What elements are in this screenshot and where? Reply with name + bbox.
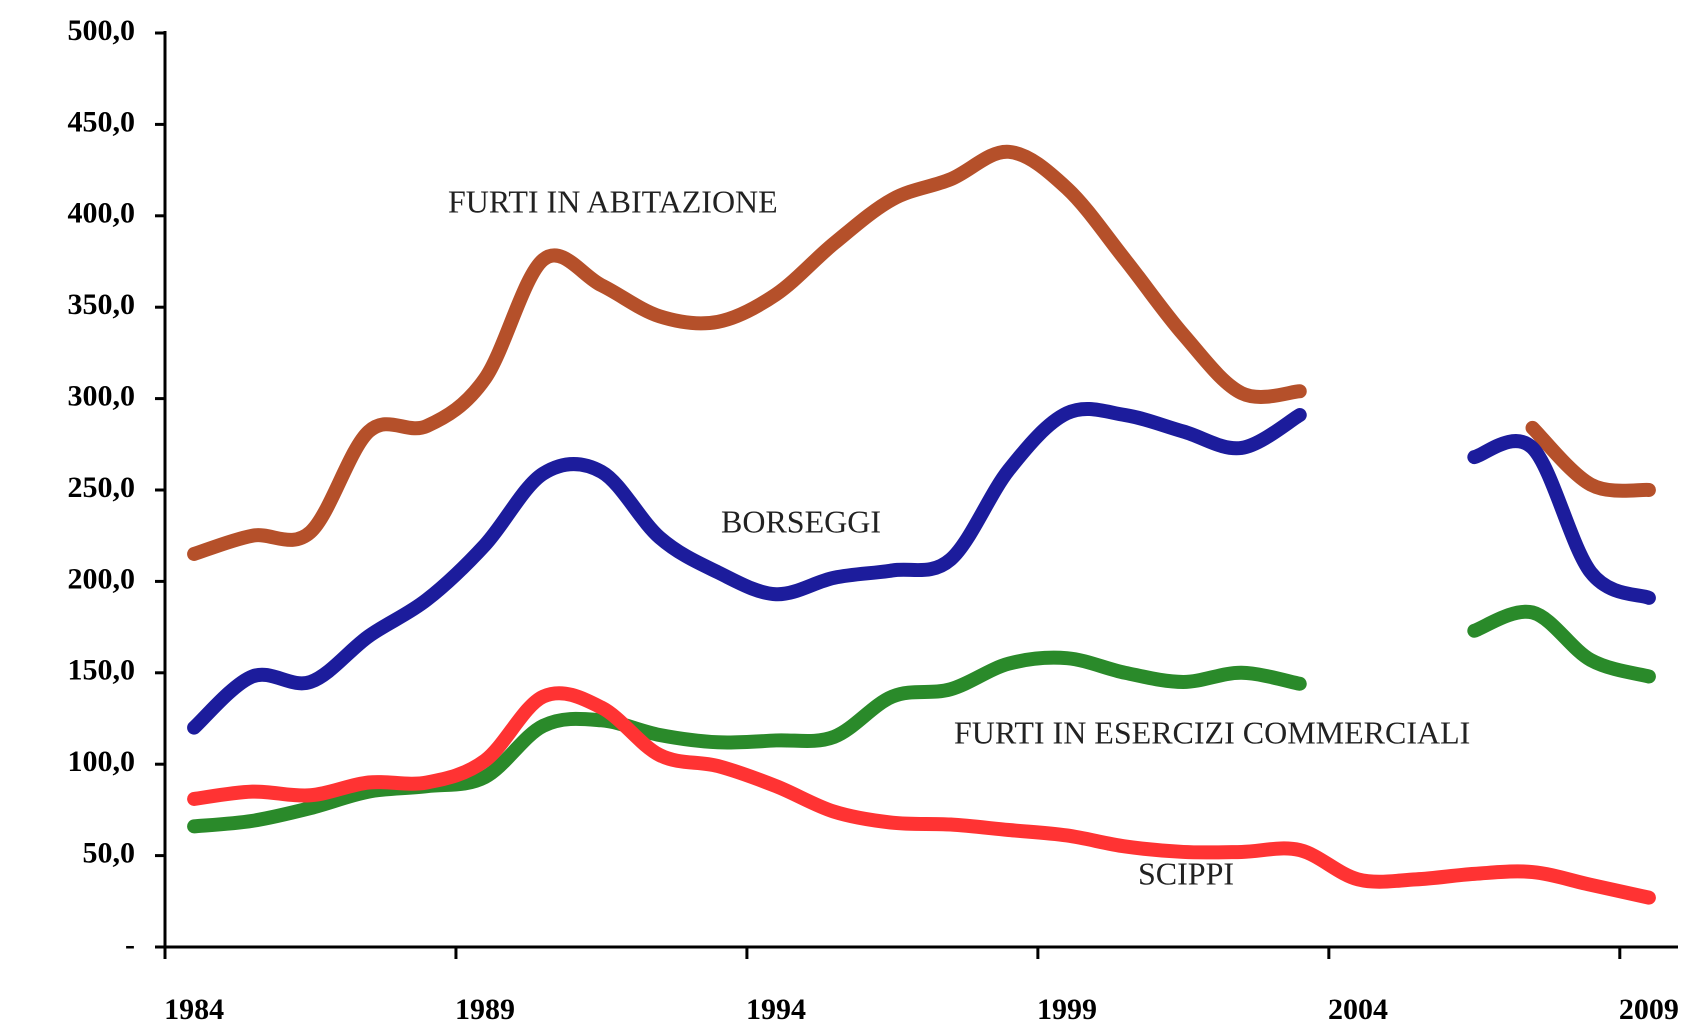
y-tick-label: 100,0	[68, 745, 136, 778]
y-tick-label: 250,0	[68, 471, 136, 504]
series-label: FURTI IN ESERCIZI COMMERCIALI	[954, 714, 1470, 750]
series-line	[187, 686, 1656, 905]
y-tick-label: 150,0	[68, 654, 136, 687]
series-line	[187, 144, 1656, 561]
y-tick-label: 300,0	[68, 379, 136, 412]
series-label: SCIPPI	[1138, 855, 1234, 891]
x-tick-label: 2009	[1619, 993, 1679, 1026]
x-tick-label: 1984	[164, 993, 224, 1026]
y-tick-label: -	[125, 928, 135, 961]
series-label: BORSEGGI	[721, 503, 881, 539]
y-tick-label: 400,0	[68, 197, 136, 230]
y-tick-label: 200,0	[68, 562, 136, 595]
y-tick-label: 50,0	[83, 836, 136, 869]
y-tick-label: 500,0	[68, 14, 136, 47]
series-line	[187, 401, 1656, 735]
x-tick-label: 1994	[746, 993, 806, 1026]
y-tick-label: 350,0	[68, 288, 136, 321]
series-line	[187, 604, 1656, 834]
x-tick-label: 2004	[1328, 993, 1388, 1026]
x-tick-label: 1999	[1037, 993, 1097, 1026]
x-tick-label: 1989	[455, 993, 515, 1026]
y-tick-label: 450,0	[68, 105, 136, 138]
series-label: FURTI IN ABITAZIONE	[448, 183, 778, 219]
